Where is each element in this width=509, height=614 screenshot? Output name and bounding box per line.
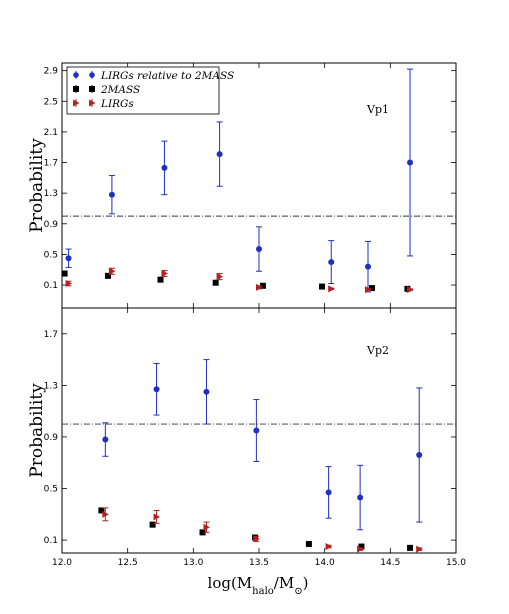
data-point-circle bbox=[357, 494, 364, 501]
y-tick-label: 0.9 bbox=[44, 433, 59, 443]
data-point-triangle bbox=[256, 283, 263, 291]
data-point-square bbox=[407, 544, 414, 551]
data-point-circle bbox=[407, 159, 414, 166]
y-tick-label: 1.3 bbox=[44, 381, 58, 391]
x-tick-label: 14.5 bbox=[380, 558, 400, 568]
legend-label: 2MASS bbox=[100, 84, 140, 96]
x-tick-label: 12.0 bbox=[52, 558, 72, 568]
panel-label: Vp1 bbox=[366, 103, 389, 116]
data-point-circle bbox=[203, 388, 210, 395]
y-tick-label: 2.9 bbox=[44, 67, 59, 77]
data-point-square bbox=[259, 282, 266, 289]
data-point-square bbox=[149, 521, 156, 528]
data-point-square bbox=[358, 543, 365, 550]
panel-label: Vp2 bbox=[366, 344, 389, 357]
x-axis-label: log(Mhalo/M⊙) bbox=[208, 574, 309, 597]
y-axis-label: Probability bbox=[27, 383, 47, 478]
data-point-triangle bbox=[216, 273, 224, 281]
y-tick-label: 2.1 bbox=[44, 128, 58, 138]
data-point-circle bbox=[416, 452, 423, 458]
y-axis-label: Probability bbox=[27, 138, 47, 233]
legend-label: LIRGs bbox=[100, 98, 134, 110]
y-tick-label: 0.5 bbox=[44, 250, 58, 260]
y-tick-label: 1.3 bbox=[44, 189, 58, 199]
data-point-triangle bbox=[407, 286, 414, 294]
y-tick-label: 2.5 bbox=[44, 97, 58, 107]
legend-marker bbox=[73, 86, 79, 92]
data-point-circle bbox=[108, 191, 115, 198]
data-point-triangle bbox=[253, 535, 260, 543]
data-point-square bbox=[104, 272, 111, 279]
data-point-circle bbox=[161, 164, 168, 171]
data-point-square bbox=[199, 529, 206, 536]
data-point-triangle bbox=[108, 267, 116, 275]
data-point-square bbox=[212, 279, 219, 286]
data-point-square bbox=[319, 283, 326, 290]
y-tick-label: 1.7 bbox=[44, 159, 58, 169]
legend-marker bbox=[89, 99, 96, 107]
data-point-circle bbox=[65, 255, 72, 262]
data-point-circle bbox=[153, 386, 160, 393]
data-point-triangle bbox=[325, 543, 333, 551]
data-point-circle bbox=[365, 263, 372, 270]
data-point-circle bbox=[102, 436, 109, 443]
data-point-circle bbox=[256, 246, 262, 253]
x-tick-label: 13.5 bbox=[249, 558, 269, 568]
data-point-circle bbox=[328, 259, 335, 266]
x-tick-label: 15.0 bbox=[446, 558, 466, 568]
panel-vp1: 0.1 0.5 0.9 1.3 1.7 2.1 2.5 2.9 Probability Vp1 LI… bbox=[27, 62, 457, 309]
data-point-circle bbox=[253, 427, 260, 434]
data-point-triangle bbox=[65, 280, 73, 287]
x-tick-label: 13.0 bbox=[183, 558, 203, 568]
data-point-square bbox=[157, 276, 164, 283]
y-tick-label: 0.5 bbox=[44, 485, 58, 495]
panel-vp2: 0.1 0.5 0.9 1.3 1.7 12.0 12.5 13.0 13.5 14.0 14.5 1… bbox=[27, 307, 466, 568]
legend-marker bbox=[89, 86, 95, 92]
data-point-triangle bbox=[102, 510, 109, 518]
legend-marker bbox=[73, 72, 79, 78]
x-tick-label: 12.5 bbox=[118, 558, 138, 568]
chart-panels: 0.1 0.5 0.9 1.3 1.7 2.1 2.5 2.9 Probability Vp1 LI… bbox=[27, 62, 466, 568]
legend-marker bbox=[89, 72, 95, 78]
y-tick-label: 0.1 bbox=[44, 536, 58, 546]
data-point-square bbox=[305, 540, 312, 547]
legend: LIRGs relative to 2MASS 2MASS LIRGs bbox=[66, 66, 234, 115]
x-tick-label: 14.0 bbox=[315, 558, 335, 568]
legend-label: LIRGs relative to 2MASS bbox=[100, 70, 234, 82]
y-tick-label: 1.7 bbox=[44, 330, 58, 340]
data-point-triangle bbox=[161, 270, 168, 278]
y-tick-label: 0.1 bbox=[44, 281, 58, 291]
data-point-triangle bbox=[357, 545, 364, 553]
data-point-square bbox=[98, 507, 105, 514]
data-point-square bbox=[61, 270, 68, 277]
data-point-triangle bbox=[365, 286, 372, 294]
data-point-triangle bbox=[328, 285, 335, 293]
data-point-triangle bbox=[153, 513, 161, 521]
data-point-triangle bbox=[203, 523, 210, 531]
data-point-circle bbox=[325, 489, 332, 496]
data-point-triangle bbox=[416, 545, 423, 553]
data-point-circle bbox=[216, 151, 223, 158]
legend-marker bbox=[73, 99, 80, 107]
y-tick-label: 0.9 bbox=[44, 220, 59, 230]
data-point-square bbox=[368, 285, 375, 292]
